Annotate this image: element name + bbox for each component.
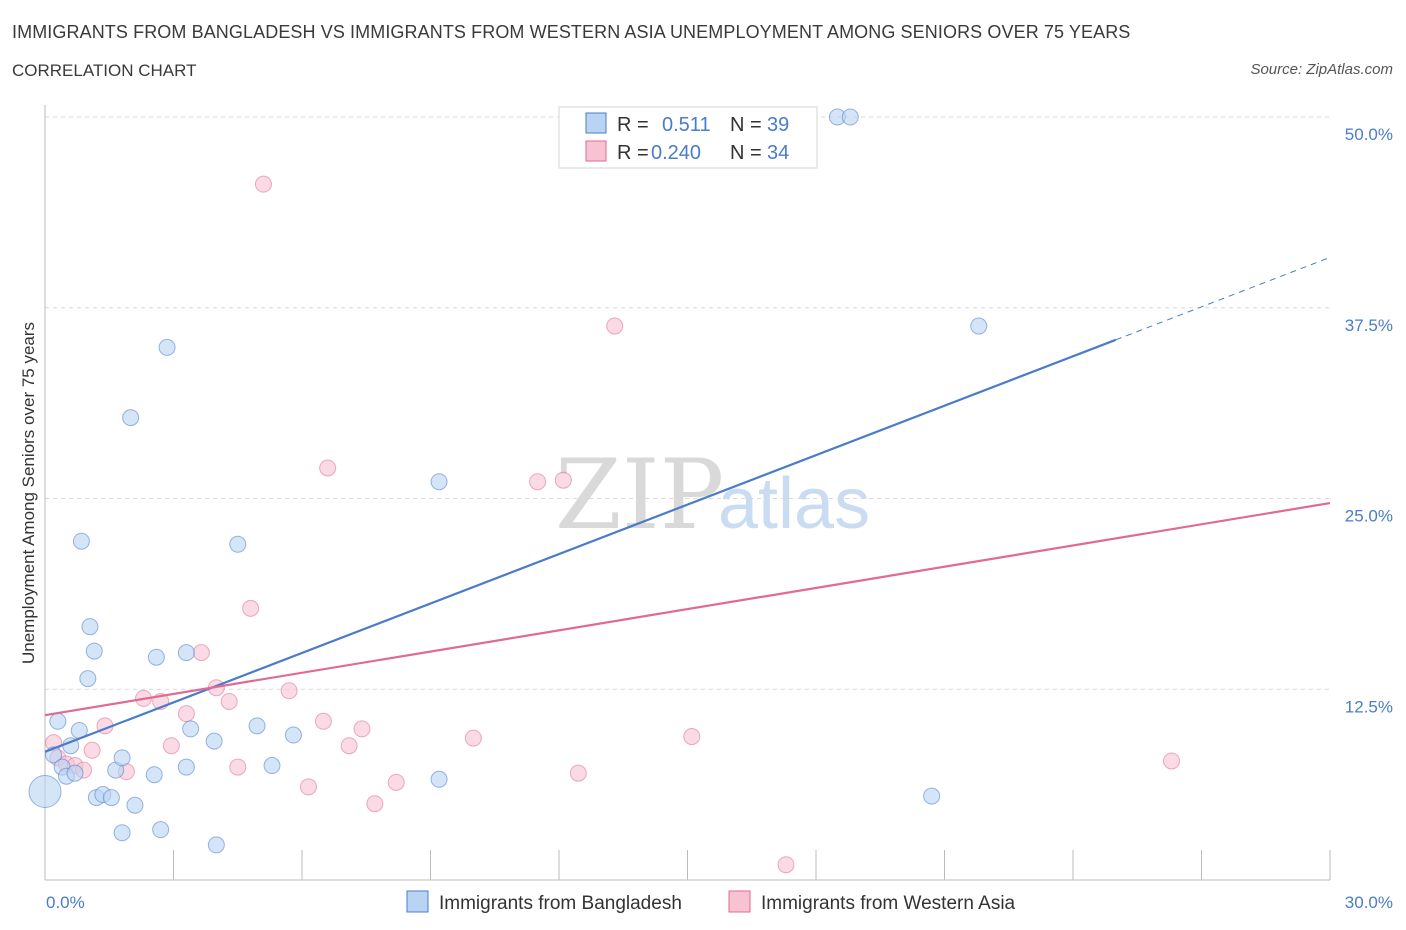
y-tick-labels: 12.5% 25.0% 37.5% 50.0% [1345, 125, 1393, 716]
pink-point-33 [1163, 752, 1181, 770]
chart-subtitle: CORRELATION CHART [12, 61, 197, 80]
pink-point-23 [353, 720, 371, 738]
trend-lines [44, 256, 1331, 753]
pink-point-29 [569, 764, 587, 782]
pink-point-16 [242, 599, 260, 617]
bottom-legend-swatch-bangladesh [406, 890, 429, 913]
y-tick-label-0: 12.5% [1345, 697, 1393, 716]
pink-point-19 [299, 778, 317, 796]
chart-title: IMMIGRANTS FROM BANGLADESH VS IMMIGRANTS… [12, 22, 1131, 42]
trend-line-bangladesh [44, 338, 1117, 753]
pink-point-20 [314, 712, 332, 730]
legend-swatch-bangladesh [585, 112, 607, 134]
stats-legend: R = 0.511 N = 39 R = 0.240 N = 34 [558, 106, 818, 169]
legend-r-label-2: R = [617, 142, 649, 164]
blue-point-19 [126, 796, 144, 814]
pink-point-21 [319, 459, 337, 477]
y-tick-label-1: 25.0% [1345, 507, 1393, 526]
blue-point-28 [207, 836, 225, 854]
pink-point-17 [254, 175, 272, 193]
blue-point-2 [49, 712, 67, 730]
trend-line-western-asia [44, 501, 1331, 717]
blue-point-24 [177, 644, 195, 662]
blue-point-29 [229, 535, 247, 553]
bottom-legend-label-bangladesh: Immigrants from Bangladesh [439, 893, 682, 914]
pink-point-27 [529, 473, 547, 491]
pink-point-18 [280, 682, 298, 700]
watermark-atlas: atlas [718, 464, 870, 544]
pink-point-22 [340, 737, 358, 755]
blue-point-11 [85, 642, 103, 660]
trend-line-bangladesh-extension [1115, 256, 1331, 341]
series-bangladesh-points [28, 108, 988, 854]
legend-r-value-1: 0.511 [662, 114, 711, 136]
blue-point-20 [145, 766, 163, 784]
grid-lines [45, 116, 1330, 690]
blue-point-18 [122, 409, 140, 427]
bottom-legend-label-western-asia: Immigrants from Western Asia [761, 893, 1016, 914]
blue-point-32 [284, 726, 302, 744]
pink-point-25 [387, 773, 405, 791]
blue-point-23 [158, 338, 176, 356]
blue-point-38 [970, 317, 988, 335]
y-tick-label-3: 50.0% [1345, 125, 1393, 144]
blue-point-22 [152, 821, 170, 839]
pink-point-14 [220, 692, 238, 710]
blue-point-6 [66, 764, 84, 782]
blue-point-0 [28, 774, 62, 808]
pink-point-10 [162, 737, 180, 755]
blue-point-21 [147, 648, 165, 666]
blue-point-16 [113, 749, 131, 767]
pink-point-32 [777, 856, 795, 874]
blue-point-30 [248, 717, 266, 735]
legend-n-label-2: N = [730, 142, 762, 164]
blue-point-27 [205, 732, 223, 750]
pink-point-30 [606, 317, 624, 335]
pink-point-31 [683, 728, 701, 746]
watermark-zip: ZIP [555, 439, 724, 551]
pink-point-15 [229, 758, 247, 776]
blue-point-8 [72, 532, 90, 550]
zipatlas-watermark: ZIP atlas [555, 439, 870, 551]
blue-point-37 [923, 787, 941, 805]
x-tick-label-1: 30.0% [1345, 893, 1393, 912]
pink-point-26 [464, 729, 482, 747]
bottom-legend-swatch-western-asia [728, 890, 751, 913]
blue-point-26 [182, 720, 200, 738]
pink-point-24 [366, 795, 384, 813]
pink-point-11 [177, 705, 195, 723]
blue-point-25 [177, 758, 195, 776]
blue-point-36 [841, 108, 859, 126]
y-tick-label-2: 37.5% [1345, 316, 1393, 335]
blue-point-17 [113, 824, 131, 842]
legend-r-label-1: R = [617, 114, 649, 136]
pink-point-28 [554, 471, 572, 489]
x-tick-labels: 0.0% 30.0% [46, 893, 1393, 912]
legend-r-value-2: 0.240 [651, 142, 701, 164]
pink-point-5 [83, 741, 101, 759]
blue-point-33 [430, 770, 448, 788]
legend-n-value-2: 34 [767, 142, 789, 164]
legend-n-value-1: 39 [767, 114, 789, 136]
blue-point-34 [430, 473, 448, 491]
legend-n-label-1: N = [730, 114, 762, 136]
blue-point-31 [263, 757, 281, 775]
legend-swatch-western-asia [585, 140, 607, 162]
blue-point-10 [81, 618, 99, 636]
series-legend: Immigrants from Bangladesh Immigrants fr… [406, 890, 1016, 914]
blue-point-9 [79, 670, 97, 688]
y-axis-title: Unemployment Among Seniors over 75 years [19, 322, 38, 664]
source-label: Source: ZipAtlas.com [1250, 61, 1393, 78]
x-tick-label-0: 0.0% [46, 893, 85, 912]
blue-point-14 [102, 789, 120, 807]
pink-point-12 [192, 644, 210, 662]
